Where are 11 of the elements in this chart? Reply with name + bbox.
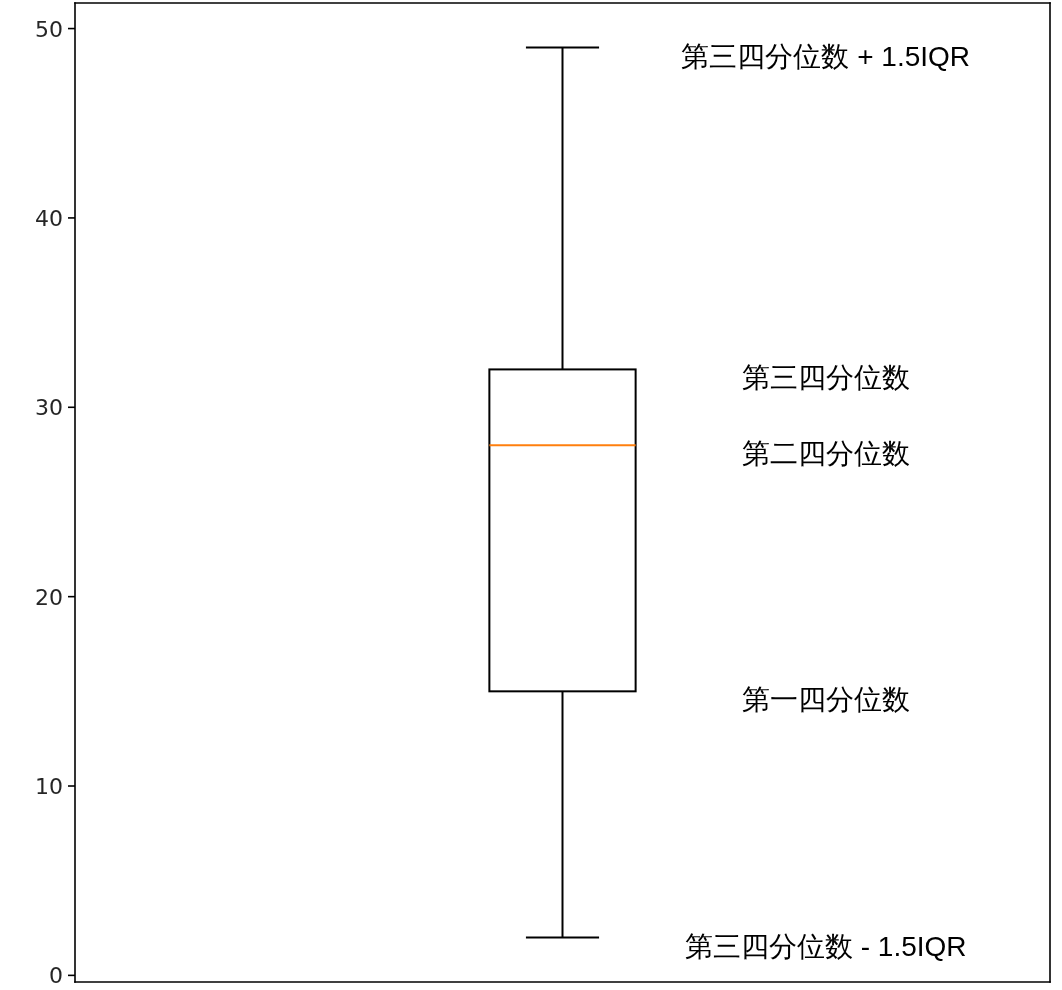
y-tick-label: 50 — [35, 16, 63, 42]
annotation: 第三四分位数 - 1.5IQR — [684, 930, 967, 962]
annotation: 第一四分位数 — [741, 684, 910, 716]
y-tick-label: 0 — [49, 963, 63, 989]
y-tick-label: 30 — [35, 395, 63, 421]
y-tick-label: 10 — [35, 774, 63, 800]
y-tick-label: 20 — [35, 584, 63, 610]
annotation: 第二四分位数 — [741, 438, 910, 470]
annotation: 第三四分位数 — [741, 362, 910, 394]
annotation: 第三四分位数 + 1.5IQR — [681, 40, 971, 72]
y-tick-label: 40 — [35, 205, 63, 231]
